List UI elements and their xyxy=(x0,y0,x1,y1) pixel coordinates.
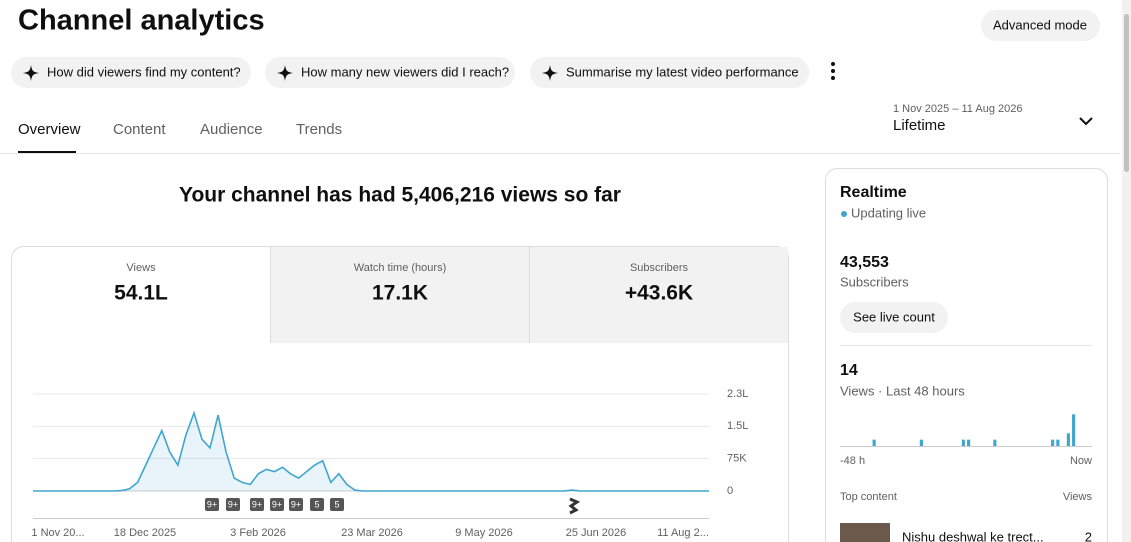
x-tick-label: 9 May 2026 xyxy=(455,527,512,539)
scrollbar-thumb[interactable] xyxy=(1124,14,1129,172)
video-marker xyxy=(270,498,284,511)
area xyxy=(33,413,709,491)
bar xyxy=(1051,439,1055,446)
tab[interactable]: Audience xyxy=(200,121,263,138)
more-menu[interactable] xyxy=(831,62,835,80)
video-marker-label: 9+ xyxy=(291,499,301,509)
metric-label[interactable]: Watch time (hours) xyxy=(354,262,447,274)
video-marker xyxy=(226,498,240,511)
live-count-label: See live count xyxy=(853,309,935,324)
realtime-chart xyxy=(872,414,1076,446)
realtime-title: Realtime xyxy=(840,184,907,201)
tab[interactable]: Trends xyxy=(296,121,342,138)
dot xyxy=(831,69,835,73)
bar xyxy=(993,439,997,446)
top-content-header: Top content xyxy=(840,491,897,503)
views-chart: 0 75K 1.5L 2.3L 1 Nov 20... 18 Dec 2025 3 Feb … xyxy=(31,388,748,539)
sparkle-icon xyxy=(277,65,293,81)
live-count-button[interactable] xyxy=(840,302,948,333)
suggestion-pill[interactable]: Summarise my latest video performance xyxy=(530,57,809,88)
video-marker-label: 5 xyxy=(314,499,319,509)
suggestion-text: How did viewers find my content? xyxy=(47,64,241,79)
bar xyxy=(1066,433,1070,446)
top-item-views: 2 xyxy=(1085,529,1092,542)
pill-bg xyxy=(530,57,809,88)
bar xyxy=(967,439,971,446)
realtime-status: Updating live xyxy=(851,205,926,220)
line xyxy=(33,410,709,492)
video-marker xyxy=(310,498,324,511)
bar xyxy=(1072,414,1076,446)
bar xyxy=(872,439,876,446)
dot xyxy=(831,62,835,66)
suggestion-text: Summarise my latest video performance xyxy=(566,64,799,79)
video-marker xyxy=(205,498,219,511)
x-tick-label: 23 Mar 2026 xyxy=(341,527,403,539)
tab[interactable]: Overview xyxy=(18,121,81,138)
date-range: 1 Nov 2025 – 11 Aug 2026 xyxy=(893,103,1022,115)
x-tick-label: 3 Feb 2026 xyxy=(230,527,286,539)
metric-value: +43.6K xyxy=(625,282,693,305)
realtime-views-label: Views · Last 48 hours xyxy=(840,383,965,398)
x-tick-label: 25 Jun 2026 xyxy=(566,527,627,539)
x-tick-label: 1 Nov 20... xyxy=(31,527,84,539)
x-tick-label: 18 Dec 2025 xyxy=(114,527,176,539)
y-tick-label: 1.5L xyxy=(727,420,748,432)
advanced-mode-button[interactable] xyxy=(981,10,1100,41)
views-header: Views xyxy=(1063,491,1093,503)
subscriber-label: Subscribers xyxy=(840,274,909,289)
top-item-title[interactable]: Nishu deshwal ke trect... xyxy=(902,529,1044,542)
pill-bg xyxy=(11,57,251,88)
live-dot xyxy=(841,211,847,217)
video-marker-label: 9+ xyxy=(252,499,262,509)
bar xyxy=(961,439,965,446)
headline: Your channel has had 5,406,216 views so … xyxy=(179,184,621,207)
dropdown-chevron[interactable] xyxy=(1079,117,1093,126)
tab-underline xyxy=(18,151,76,153)
metric-label[interactable]: Subscribers xyxy=(630,262,689,274)
y-tick-label: 0 xyxy=(727,485,733,497)
suggestion-text: How many new viewers did I reach? xyxy=(301,64,509,79)
x-tick-label: 11 Aug 2... xyxy=(657,527,709,539)
bar xyxy=(1056,439,1060,446)
video-marker-label: 9+ xyxy=(228,499,238,509)
tab[interactable]: Content xyxy=(113,121,166,138)
sparkle-icon xyxy=(23,65,39,81)
video-marker-label: 9+ xyxy=(207,499,217,509)
suggestion-pill[interactable]: How did viewers find my content? xyxy=(11,57,251,88)
page-title: Channel analytics xyxy=(18,5,265,37)
dot xyxy=(831,76,835,80)
video-marker xyxy=(289,498,303,511)
advanced-mode-label: Advanced mode xyxy=(993,17,1087,32)
realtime-card xyxy=(825,168,1108,542)
metric-label[interactable]: Views xyxy=(126,262,156,274)
suggestion-pill[interactable]: How many new viewers did I reach? xyxy=(265,57,515,88)
x-start-label: -48 h xyxy=(840,455,865,467)
realtime-views: 14 xyxy=(840,362,858,379)
metric-value: 17.1K xyxy=(372,282,428,305)
video-marker-label: 9+ xyxy=(272,499,282,509)
y-tick-label: 2.3L xyxy=(727,388,748,400)
sparkle-icon xyxy=(542,65,558,81)
bar xyxy=(919,439,923,446)
y-tick-label: 75K xyxy=(727,453,747,465)
shorts-icon xyxy=(568,497,581,515)
scrollbar-track xyxy=(1122,0,1131,542)
metric-value: 54.1L xyxy=(114,282,168,305)
x-end-label: Now xyxy=(1070,455,1092,467)
thumbnail[interactable] xyxy=(840,523,890,542)
subscriber-count: 43,553 xyxy=(840,254,889,271)
video-marker-label: 5 xyxy=(334,499,339,509)
video-marker xyxy=(250,498,264,511)
pill-bg xyxy=(265,57,515,88)
video-marker xyxy=(330,498,344,511)
date-range-label[interactable]: Lifetime xyxy=(893,117,946,134)
